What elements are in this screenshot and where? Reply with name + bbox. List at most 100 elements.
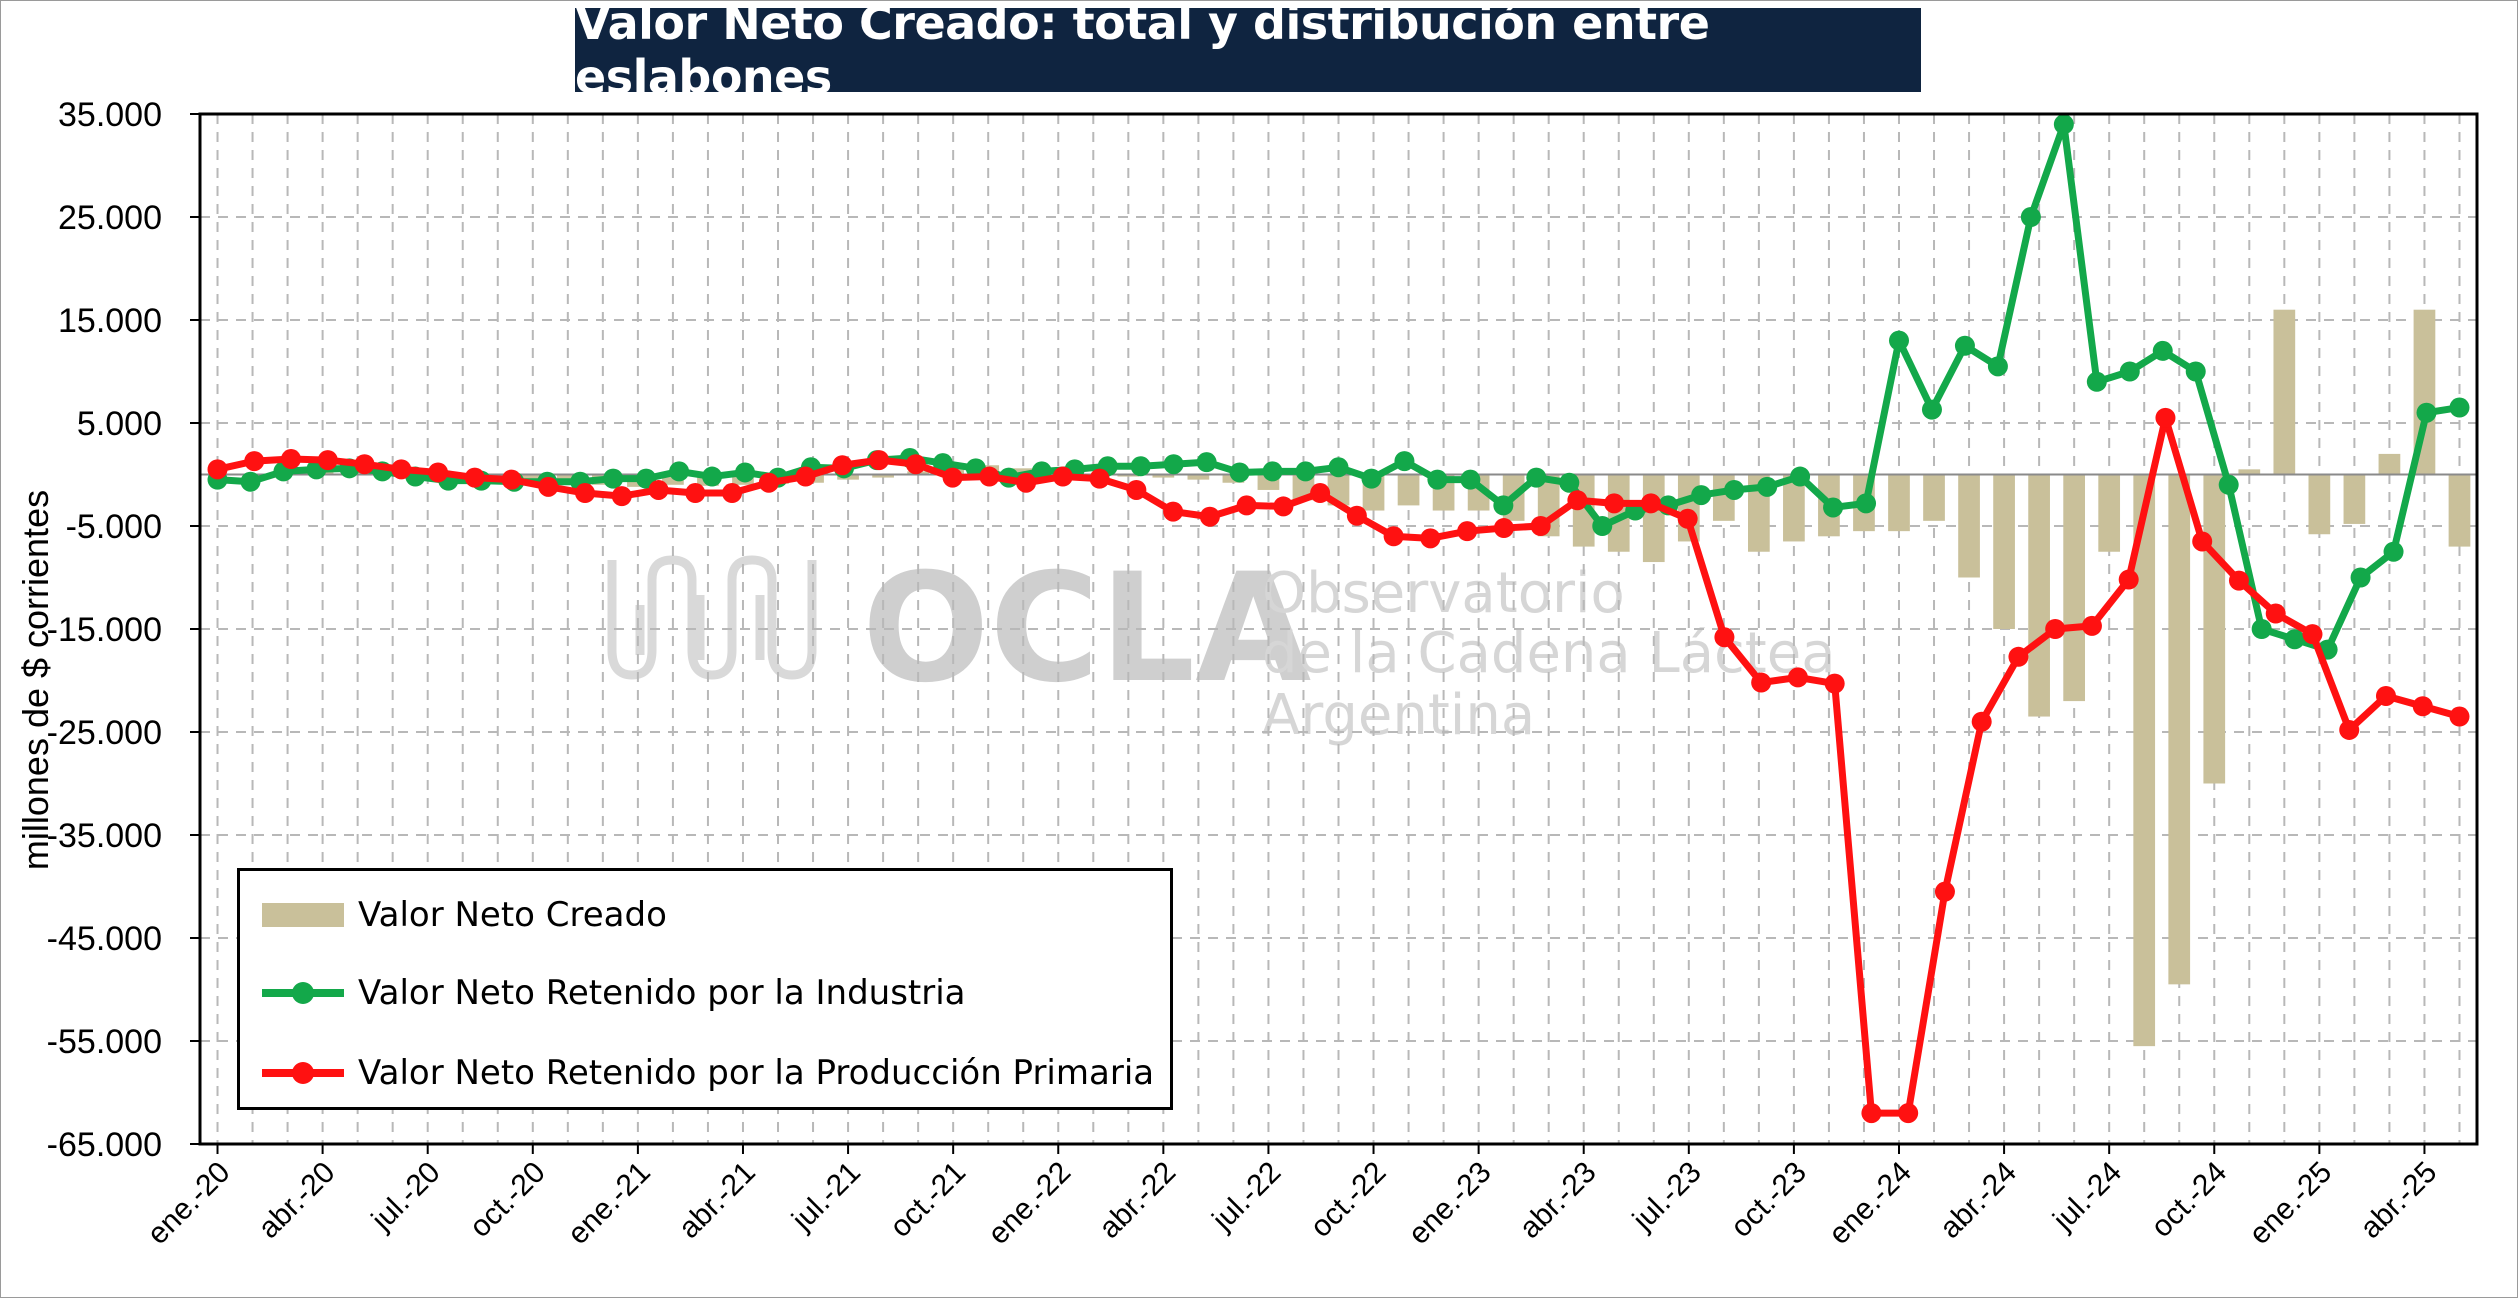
y-tick-label: 35.000	[58, 96, 162, 134]
data-point	[1677, 508, 1698, 529]
data-point	[2284, 629, 2305, 650]
data-point	[428, 462, 449, 483]
data-point	[2375, 685, 2396, 706]
data-point	[1130, 456, 1151, 477]
x-tick-label: jul.-23	[1626, 1156, 1708, 1238]
bar	[2063, 474, 2086, 702]
series-primaria	[207, 407, 2470, 1124]
data-point	[1196, 452, 1217, 473]
data-point	[1394, 451, 1415, 472]
data-point	[685, 483, 706, 504]
data-point	[1714, 627, 1735, 648]
legend-bar-swatch	[262, 903, 344, 927]
watermark: OCLA Observatorio de la Cadena Láctea Ar…	[607, 542, 1836, 748]
x-tick-label: ene.-23	[1402, 1156, 1497, 1251]
x-tick-label: abr.-25	[2354, 1156, 2443, 1245]
x-tick-label: oct.-21	[884, 1156, 972, 1244]
y-tick-label: 15.000	[58, 302, 162, 340]
data-point	[2081, 615, 2102, 636]
bar	[1993, 474, 2015, 629]
legend-item-primaria: Valor Neto Retenido por la Producción Pr…	[262, 1043, 1154, 1103]
bar	[1187, 474, 1210, 480]
bar	[1783, 474, 1805, 542]
data-point	[2416, 402, 2437, 423]
data-point	[1420, 528, 1441, 549]
legend-label: Valor Neto Creado	[358, 895, 667, 935]
y-tick-label: -45.000	[47, 920, 162, 958]
data-point	[869, 450, 890, 471]
data-point	[1987, 356, 2008, 377]
data-point	[2086, 371, 2107, 392]
data-point	[603, 468, 624, 489]
x-tick-label: oct.-20	[464, 1156, 552, 1244]
x-tick-label: abr.-24	[1934, 1156, 2023, 1245]
bar	[2098, 474, 2121, 552]
data-point	[1016, 472, 1037, 493]
data-point	[2119, 361, 2140, 382]
legend-line-swatch	[262, 982, 344, 1004]
y-tick-label: -25.000	[47, 714, 162, 752]
data-point	[1383, 526, 1404, 547]
legend-item-valor-neto-creado: Valor Neto Creado	[262, 885, 667, 945]
data-point	[1691, 485, 1712, 506]
watermark-logo-icon	[607, 555, 817, 680]
y-tick-label: 25.000	[58, 199, 162, 237]
bar	[2133, 474, 2156, 1047]
data-point	[2265, 603, 2286, 624]
data-point	[2228, 570, 2249, 591]
legend: Valor Neto Creado Valor Neto Retenido po…	[237, 868, 1173, 1110]
data-point	[1310, 483, 1331, 504]
watermark-line3: Argentina	[1262, 683, 1535, 748]
data-point	[1724, 479, 1745, 500]
data-point	[1163, 454, 1184, 475]
data-point	[1559, 472, 1580, 493]
data-point	[2251, 619, 2272, 639]
legend-marker	[292, 982, 314, 1004]
data-point	[575, 483, 596, 504]
x-tick-label: abr.-20	[252, 1156, 341, 1245]
bar	[2238, 469, 2261, 475]
data-point	[1787, 667, 1808, 688]
data-point	[932, 453, 953, 474]
data-point	[1888, 330, 1909, 351]
data-point	[735, 462, 756, 483]
data-point	[501, 469, 522, 490]
data-point	[1346, 505, 1367, 526]
data-point	[2339, 719, 2360, 740]
y-tick-label: 5.000	[77, 405, 162, 443]
data-point	[1861, 1103, 1882, 1124]
bar	[662, 474, 684, 485]
data-point	[2155, 407, 2176, 428]
data-point	[1898, 1103, 1919, 1124]
chart-title: Valor Neto Creado: total y distribución …	[575, 0, 1710, 104]
bar	[1117, 474, 1140, 477]
bar	[2203, 474, 2226, 784]
data-point	[2302, 624, 2323, 645]
data-point	[1934, 881, 1955, 902]
bar	[1923, 474, 1945, 521]
data-point	[1427, 469, 1448, 490]
x-tick-label: ene.-22	[982, 1156, 1077, 1251]
data-point	[1592, 516, 1613, 536]
data-point	[722, 483, 743, 504]
data-point	[317, 450, 338, 471]
data-point	[2008, 646, 2029, 667]
data-point	[1921, 399, 1942, 420]
data-point	[1751, 672, 1772, 693]
data-point	[1052, 466, 1073, 487]
x-tick-label: jul.-21	[785, 1156, 867, 1238]
data-point	[795, 466, 816, 487]
legend-line-swatch	[262, 1062, 344, 1084]
x-tick-label: abr.-21	[673, 1156, 762, 1245]
bar	[2448, 474, 2471, 547]
bar	[872, 474, 894, 478]
y-tick-label: -5.000	[66, 508, 162, 546]
data-point	[1236, 495, 1257, 516]
data-point	[1295, 461, 1316, 482]
data-point	[1460, 469, 1481, 490]
data-point	[1971, 711, 1992, 732]
bar	[2308, 474, 2331, 535]
bar	[1397, 474, 1420, 506]
bar	[2028, 474, 2050, 717]
